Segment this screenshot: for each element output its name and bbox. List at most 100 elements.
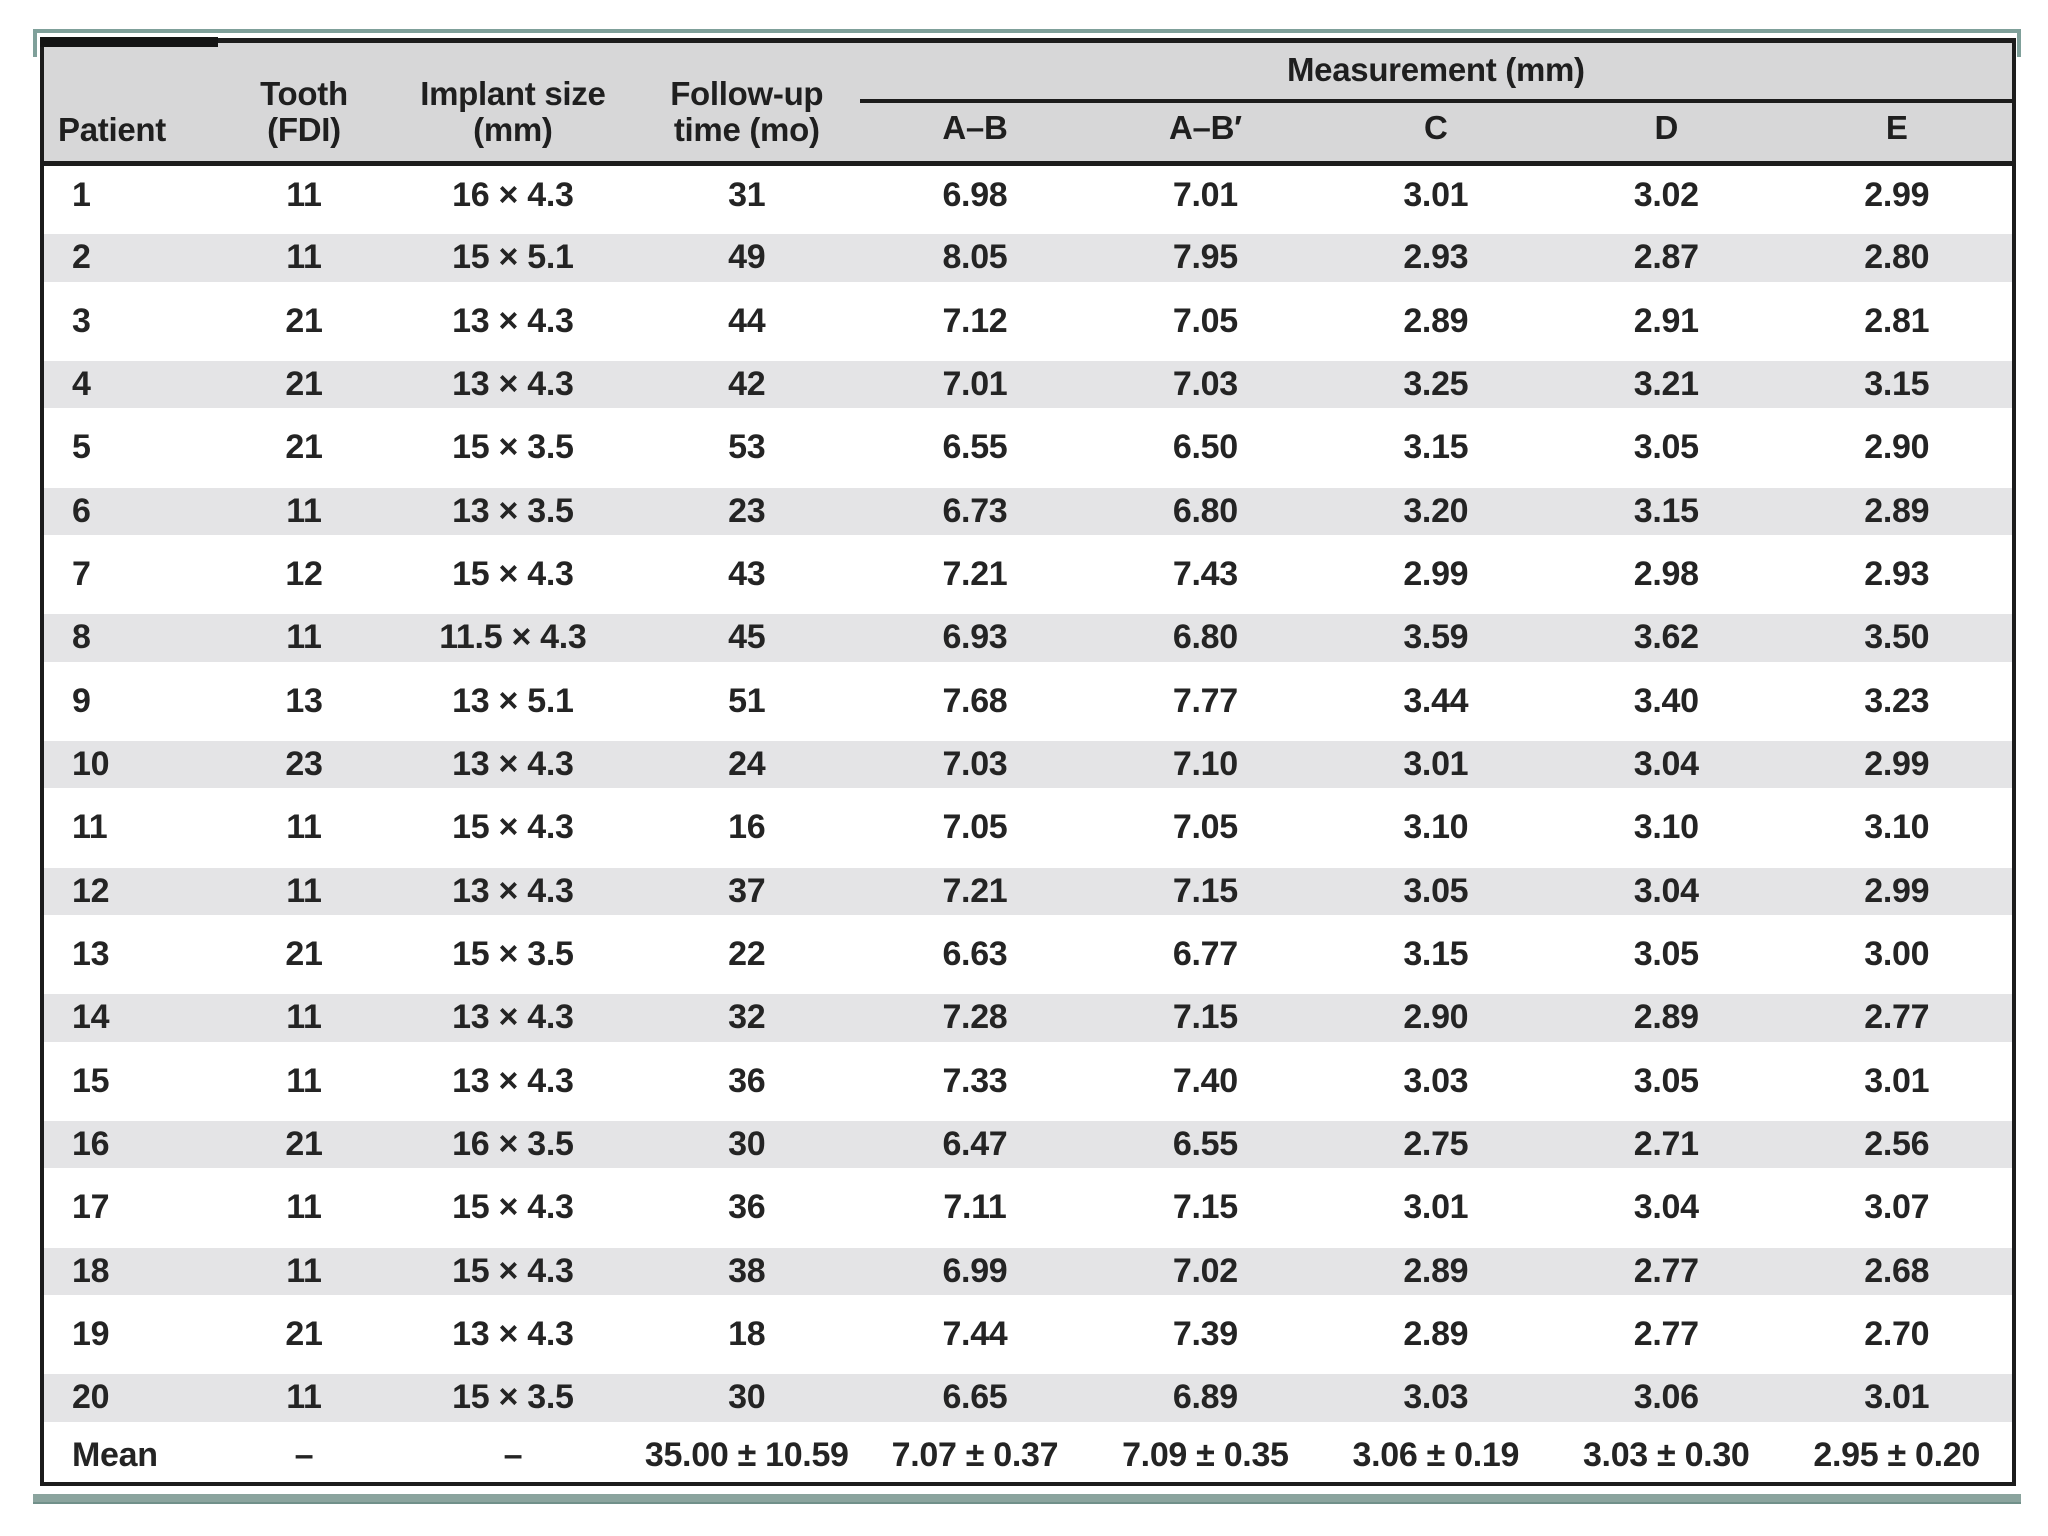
table-row: 13 21 15 × 3.5 22 6.63 6.77 3.15 3.05 3.00 — [44, 923, 2012, 986]
measure-e-cell: 2.70 — [1864, 1315, 1930, 1354]
measure-e-cell: 2.80 — [1781, 226, 2012, 290]
measure-e-cell: 3.15 — [1781, 352, 2012, 417]
table-row: 2 11 15 × 5.1 49 8.05 7.95 2.93 2.87 2.80 — [44, 226, 2012, 290]
implant-size-cell: 13 × 4.3 — [452, 1315, 574, 1354]
implant-size-cell: 13 × 4.3 — [391, 352, 634, 417]
measure-c-cell: 3.03 — [1403, 1061, 1469, 1100]
measure-c-cell: 2.90 — [1320, 986, 1552, 1050]
tooth-cell: 21 — [216, 1112, 392, 1177]
followup-cell: 23 — [633, 479, 860, 543]
patient-cell: 18 — [44, 1239, 216, 1303]
measure-a-b-prime-cell: 7.02 — [1090, 1239, 1321, 1303]
implant-size-cell: 13 × 4.3 — [391, 732, 634, 797]
measure-e-cell: 2.99 — [1781, 859, 2012, 923]
table-row: 20 11 15 × 3.5 30 6.65 6.89 3.03 3.06 3.01 — [44, 1366, 2012, 1430]
implant-size-cell: – — [503, 1436, 523, 1475]
measure-a-b-prime-cell: 6.89 — [1090, 1366, 1321, 1430]
column-header-patient: Patient — [44, 43, 216, 163]
measure-a-b-cell: 7.33 — [942, 1061, 1008, 1100]
measure-a-b-cell: 6.98 — [859, 160, 1091, 227]
patient-cell: Mean — [72, 1436, 158, 1475]
tooth-cell: 21 — [285, 428, 323, 467]
measure-a-b-prime-cell: 7.15 — [1090, 986, 1321, 1050]
measure-c-cell: 2.99 — [1403, 555, 1469, 594]
measure-c-cell: 3.44 — [1403, 681, 1469, 720]
table-row: 19 21 13 × 4.3 18 7.44 7.39 2.89 2.77 2.70 — [44, 1303, 2012, 1366]
measure-a-b-prime-cell: 7.03 — [1090, 352, 1321, 417]
measure-e-cell: 2.89 — [1781, 479, 2012, 543]
table-row: 16 21 16 × 3.5 30 6.47 6.55 2.75 2.71 2.56 — [44, 1112, 2012, 1177]
measure-c-cell: 2.93 — [1320, 226, 1552, 290]
tooth-cell: 11 — [216, 479, 392, 543]
measure-a-b-prime-cell: 7.43 — [1172, 555, 1238, 594]
measure-c-cell: 3.01 — [1320, 732, 1552, 797]
accent-corner-tick-left — [33, 29, 37, 57]
measure-a-b-cell: 7.12 — [942, 301, 1008, 340]
implant-size-cell: 15 × 4.3 — [452, 1188, 574, 1227]
implant-size-cell: 13 × 4.3 — [391, 986, 634, 1050]
measure-a-b-cell: 7.68 — [942, 681, 1008, 720]
table-row: 12 11 13 × 4.3 37 7.21 7.15 3.05 3.04 2.99 — [44, 859, 2012, 923]
measure-e-cell: 2.90 — [1864, 428, 1930, 467]
table-row: 6 11 13 × 3.5 23 6.73 6.80 3.20 3.15 2.89 — [44, 479, 2012, 543]
measure-d-cell: 3.21 — [1551, 352, 1782, 417]
tooth-cell: – — [294, 1436, 314, 1475]
measure-a-b-prime-cell: 7.01 — [1090, 160, 1321, 227]
table-row: 11 11 15 × 4.3 16 7.05 7.05 3.10 3.10 3.10 — [44, 796, 2012, 859]
measure-c-cell: 3.01 — [1320, 160, 1552, 227]
measure-e-cell: 3.01 — [1864, 1061, 1930, 1100]
measure-e-cell: 2.77 — [1781, 986, 2012, 1050]
mean-row: Mean – – 35.00 ± 10.59 7.07 ± 0.37 7.09 ± 0.3… — [44, 1430, 2012, 1482]
patient-cell: 8 — [44, 606, 216, 670]
measure-e-cell: 3.01 — [1781, 1366, 2012, 1430]
measure-d-cell: 3.40 — [1633, 681, 1699, 720]
top-border-thick-segment — [40, 37, 218, 47]
tooth-cell: 21 — [285, 935, 323, 974]
patient-cell: 5 — [72, 428, 91, 467]
measure-c-cell: 2.89 — [1403, 1315, 1469, 1354]
followup-cell: 38 — [633, 1239, 860, 1303]
measure-a-b-cell: 7.07 ± 0.37 — [891, 1436, 1059, 1475]
tooth-cell: 12 — [285, 555, 323, 594]
patient-cell: 13 — [72, 935, 110, 974]
measure-a-b-prime-cell: 7.95 — [1090, 226, 1321, 290]
measure-a-b-prime-cell: 6.80 — [1090, 479, 1321, 543]
measure-a-b-cell: 6.99 — [859, 1239, 1091, 1303]
patient-cell: 20 — [44, 1366, 216, 1430]
tooth-cell: 11 — [216, 226, 392, 290]
measure-a-b-cell: 7.21 — [859, 859, 1091, 923]
followup-cell: 18 — [728, 1315, 766, 1354]
measure-c-cell: 3.59 — [1320, 606, 1552, 670]
followup-cell: 35.00 ± 10.59 — [644, 1436, 849, 1475]
table-row: 3 21 13 × 4.3 44 7.12 7.05 2.89 2.91 2.81 — [44, 290, 2012, 353]
implant-size-cell: 15 × 3.5 — [452, 428, 574, 467]
measure-c-cell: 3.15 — [1403, 428, 1469, 467]
measure-a-b-cell: 6.55 — [942, 428, 1008, 467]
measure-a-b-cell: 6.93 — [859, 606, 1091, 670]
measure-d-cell: 2.71 — [1551, 1112, 1782, 1177]
table-row: 9 13 13 × 5.1 51 7.68 7.77 3.44 3.40 3.23 — [44, 670, 2012, 733]
followup-cell: 36 — [728, 1188, 766, 1227]
implant-size-cell: 15 × 4.3 — [452, 808, 574, 847]
implant-size-cell: 13 × 4.3 — [391, 859, 634, 923]
measure-a-b-cell: 7.44 — [942, 1315, 1008, 1354]
tooth-cell: 11 — [286, 1188, 322, 1227]
measure-d-cell: 3.04 — [1551, 732, 1782, 797]
patient-cell: 9 — [72, 681, 91, 720]
measure-d-cell: 2.89 — [1551, 986, 1782, 1050]
accent-bottom-rule — [33, 1494, 2021, 1504]
followup-cell: 51 — [728, 681, 766, 720]
followup-cell: 32 — [633, 986, 860, 1050]
patient-cell: 6 — [44, 479, 216, 543]
implant-size-cell: 13 × 5.1 — [452, 681, 574, 720]
patient-cell: 14 — [44, 986, 216, 1050]
measure-c-cell: 2.89 — [1320, 1239, 1552, 1303]
table-row: 4 21 13 × 4.3 42 7.01 7.03 3.25 3.21 3.15 — [44, 352, 2012, 417]
tooth-cell: 11 — [216, 859, 392, 923]
measure-a-b-cell: 6.73 — [859, 479, 1091, 543]
implant-size-cell: 13 × 3.5 — [391, 479, 634, 543]
tooth-cell: 21 — [285, 301, 323, 340]
implant-size-cell: 15 × 4.3 — [391, 1239, 634, 1303]
measure-c-cell: 3.05 — [1320, 859, 1552, 923]
measure-e-cell: 2.99 — [1781, 732, 2012, 797]
